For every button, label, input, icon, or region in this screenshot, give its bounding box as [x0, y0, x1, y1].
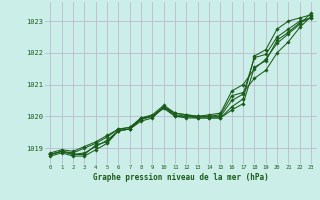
X-axis label: Graphe pression niveau de la mer (hPa): Graphe pression niveau de la mer (hPa) [93, 173, 269, 182]
